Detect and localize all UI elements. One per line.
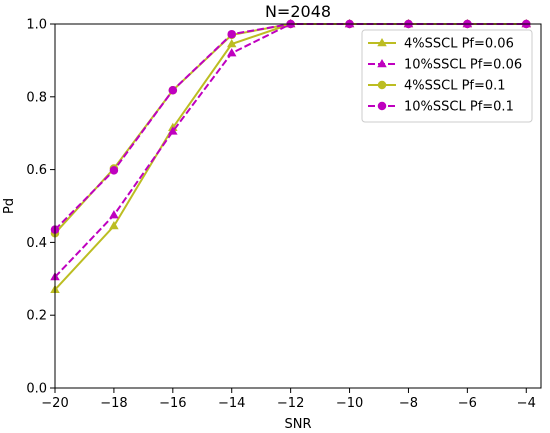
- data-point: [109, 166, 119, 175]
- legend: 4%SSCL Pf=0.06 10%SSCL Pf=0.06 4%SSCL Pf=0…: [361, 29, 533, 123]
- legend-marker: [377, 80, 387, 90]
- legend-box: [361, 29, 533, 123]
- x-tick-label: −4: [517, 396, 536, 411]
- legend-entry: 4%SSCL Pf=0.06: [368, 37, 514, 52]
- x-tick-label: −12: [277, 396, 304, 411]
- legend-entry: 4%SSCL Pf=0.1: [368, 79, 506, 94]
- data-point: [109, 221, 119, 230]
- y-tick-label: 0.2: [26, 309, 47, 324]
- plot-frame: [54, 23, 542, 389]
- legend-label: 10%SSCL Pf=0.1: [404, 100, 514, 115]
- data-point: [109, 210, 119, 219]
- legend-entry: 10%SSCL Pf=0.06: [368, 58, 522, 73]
- y-tick-label: 0.6: [26, 163, 47, 178]
- x-tick-label: −20: [41, 396, 68, 411]
- x-tick-label: −18: [100, 396, 127, 411]
- y-tick-label: 1.0: [26, 18, 47, 33]
- x-tick-label: −10: [336, 396, 363, 411]
- y-axis: 0.0 0.2 0.4 0.6 0.8 1.0: [26, 18, 55, 397]
- x-axis-title: SNR: [284, 417, 311, 432]
- legend-marker: [377, 38, 387, 47]
- y-tick-label: 0.0: [26, 382, 47, 397]
- data-point: [226, 48, 237, 57]
- y-tick-label: 0.8: [26, 90, 47, 105]
- data-point: [227, 29, 236, 39]
- x-tick-label: −14: [218, 396, 245, 411]
- legend-entry: 10%SSCL Pf=0.1: [368, 100, 514, 115]
- data-point: [168, 85, 178, 95]
- legend-label: 4%SSCL Pf=0.1: [404, 79, 506, 94]
- data-point: [226, 39, 237, 48]
- x-tick-label: −6: [458, 396, 477, 411]
- x-axis: −20 −18 −16 −14 −12 −10 −8 −6 −4: [41, 388, 536, 411]
- y-tick-label: 0.4: [26, 236, 47, 251]
- x-tick-label: −16: [159, 396, 186, 411]
- chart-title: N=2048: [265, 2, 331, 21]
- y-axis-title: Pd: [2, 198, 17, 214]
- data-point: [168, 126, 178, 135]
- legend-label: 10%SSCL Pf=0.06: [404, 58, 522, 73]
- legend-marker: [377, 59, 387, 68]
- x-tick-label: −8: [399, 396, 418, 411]
- legend-marker: [377, 101, 387, 111]
- legend-label: 4%SSCL Pf=0.06: [404, 37, 514, 52]
